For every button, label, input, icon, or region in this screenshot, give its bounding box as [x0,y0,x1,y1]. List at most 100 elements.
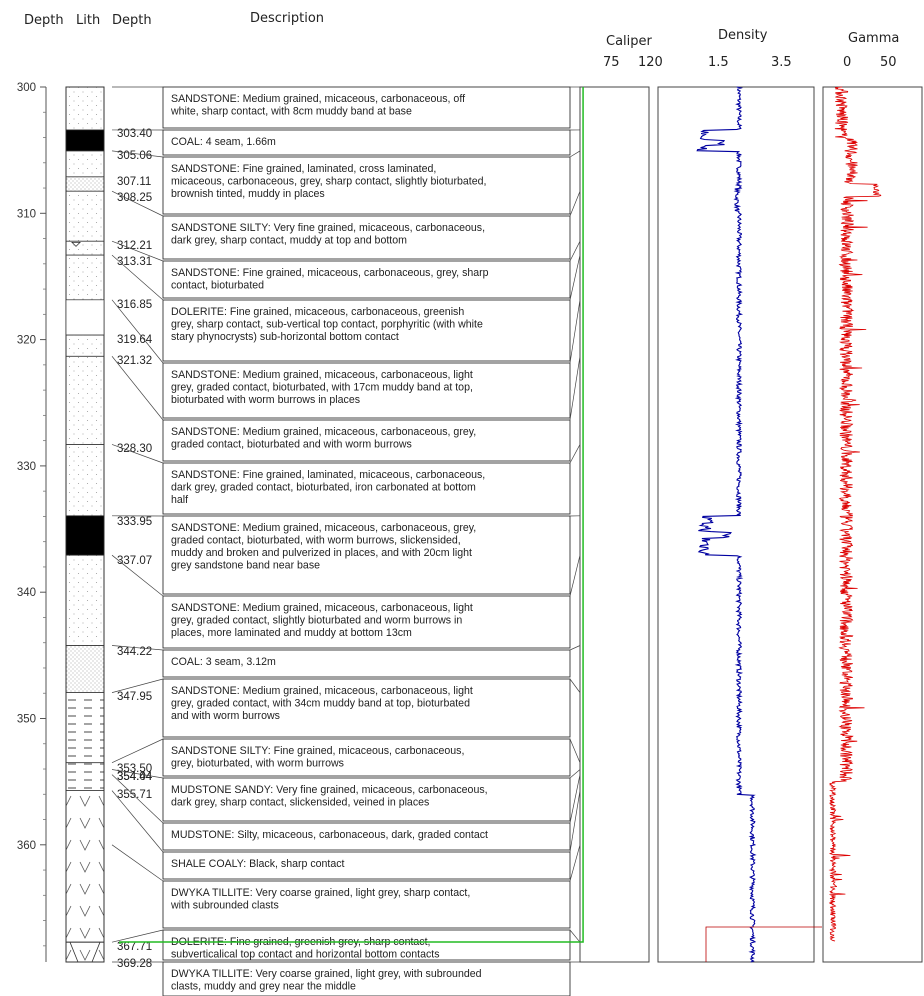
depth-connector [111,678,164,693]
unit-description: SANDSTONE: Medium grained, micaceous, ca… [112,86,580,129]
depth-connector [569,299,581,364]
depth-label: 308.25 [117,192,152,204]
unit-description-line: DWYKA TILLITE: Very coarse grained, ligh… [171,887,470,899]
lithology-column [65,86,105,963]
depth-connector [569,844,581,882]
lith-layer [65,941,105,963]
unit-box [162,777,571,822]
lith-layer [65,254,105,301]
depth-connector [111,240,164,262]
density-bottom-marker [705,926,822,962]
depth-label: 354.04 [117,771,153,783]
unit-description-line: grey sandstone band near base [171,560,320,572]
depth-connector [569,191,581,217]
depth-connector [569,738,581,763]
unit-box [162,738,571,777]
depth-connector [111,774,164,824]
depth-connector [111,769,164,779]
description-column: SANDSTONE: Medium grained, micaceous, ca… [111,86,581,996]
depth-connector [111,645,164,651]
depth-connector [111,190,164,217]
gamma-scale-min: 0 [843,55,851,70]
depth-connector [111,150,164,158]
depth-connector [569,774,581,824]
depth-connector [569,929,581,943]
unit-description-line: clasts, muddy and grey near the middle [171,981,356,993]
unit-box [162,260,571,299]
unit-description: MUDSTONE SANDY: Very fine grained, micac… [111,769,581,822]
unit-description: DOLERITE: Fine grained, greenish grey, s… [111,929,581,961]
unit-description: SHALE COALY: Black, sharp contact [111,790,581,880]
depth-tick-label: 300 [17,82,36,94]
depth-label: 337.07 [117,555,152,567]
unit-description-line: dark grey, sharp contact, muddy at top a… [171,235,407,247]
lith-layer [65,334,105,357]
unit-description-line: grey, graded contact, bioturbated, with … [171,382,473,394]
depth-label: 344.22 [117,646,152,658]
unit-box [162,215,571,260]
depth-label: 369.28 [117,958,152,970]
unit-box [162,129,571,156]
depth-label: 333.95 [117,516,152,528]
depth-tick-label: 330 [17,461,36,473]
unit-description: SANDSTONE: Medium grained, micaceous, ca… [111,356,581,462]
unit-description-line: graded contact, bioturbated and with wor… [171,439,412,451]
caliper-scale-min: 75 [603,55,620,70]
unit-description: SANDSTONE: Fine grained, micaceous, carb… [111,240,581,299]
depth-connector [569,678,581,693]
depth-connector [569,444,581,464]
unit-description-line: brownish tinted, muddy in places [171,188,325,200]
unit-description: SANDSTONE: Medium grained, micaceous, ca… [111,554,581,649]
depth-connector [569,645,581,651]
unit-description: DOLERITE: Fine grained, micaceous, carbo… [111,254,581,362]
unit-box [162,929,571,961]
lith-layer [65,692,105,764]
unit-description: DWYKA TILLITE: Very coarse grained, ligh… [111,844,581,929]
depth-connector [111,356,164,421]
density-scale-min: 1.5 [708,55,729,70]
unit-box [162,515,571,595]
lith-layer [65,129,105,152]
unit-box [162,156,571,215]
header-description: Description [250,11,324,26]
unit-box [162,595,571,649]
lith-symbol [71,241,81,247]
depth-label: 319.64 [117,334,153,346]
depth-tick-label: 360 [17,840,36,852]
unit-box [162,880,571,929]
unit-description: SANDSTONE: Medium grained, micaceous, ca… [111,299,581,419]
depth-label: 307.11 [117,176,151,188]
caliper-curve [119,87,584,945]
unit-description: COAL: 4 seam, 1.66m [111,129,581,156]
unit-box [162,299,571,362]
lith-layer [65,299,105,336]
depth-label: 354.44 [117,771,153,783]
unit-description: DWYKA TILLITE: Very coarse grained, ligh… [111,961,581,996]
depth-label: 328.30 [117,443,152,455]
depth-connector [111,554,164,597]
caliper-track [579,86,650,963]
unit-description-line: grey, bioturbated, with worm burrows [171,758,344,770]
depth-connector [569,356,581,421]
depth-label: 305.06 [117,150,152,162]
lith-layer [65,790,105,943]
unit-box [162,678,571,738]
depth-connector [569,150,581,158]
gamma-track [822,86,923,963]
unit-box [162,961,571,996]
lith-layer [65,444,105,517]
unit-description-line: SANDSTONE: Medium grained, micaceous, ca… [171,602,473,614]
depth-connector [569,790,581,853]
unit-description-line: SANDSTONE SILTY: Very fine grained, mica… [171,222,485,234]
unit-description-line: SANDSTONE: Medium grained, micaceous, ca… [171,369,473,381]
header-caliper: Caliper [606,34,653,49]
unit-description-line: white, sharp contact, with 8cm muddy ban… [170,106,412,118]
lith-layer [65,150,105,178]
depth-connector [111,444,164,464]
depth-tick-label: 340 [17,587,36,599]
header-depth: Depth [24,13,64,28]
density-curve [696,86,757,963]
unit-description-line: grey, sharp contact, sub-vertical top co… [171,319,483,331]
unit-description-line: SANDSTONE: Medium grained, micaceous, ca… [171,522,476,534]
